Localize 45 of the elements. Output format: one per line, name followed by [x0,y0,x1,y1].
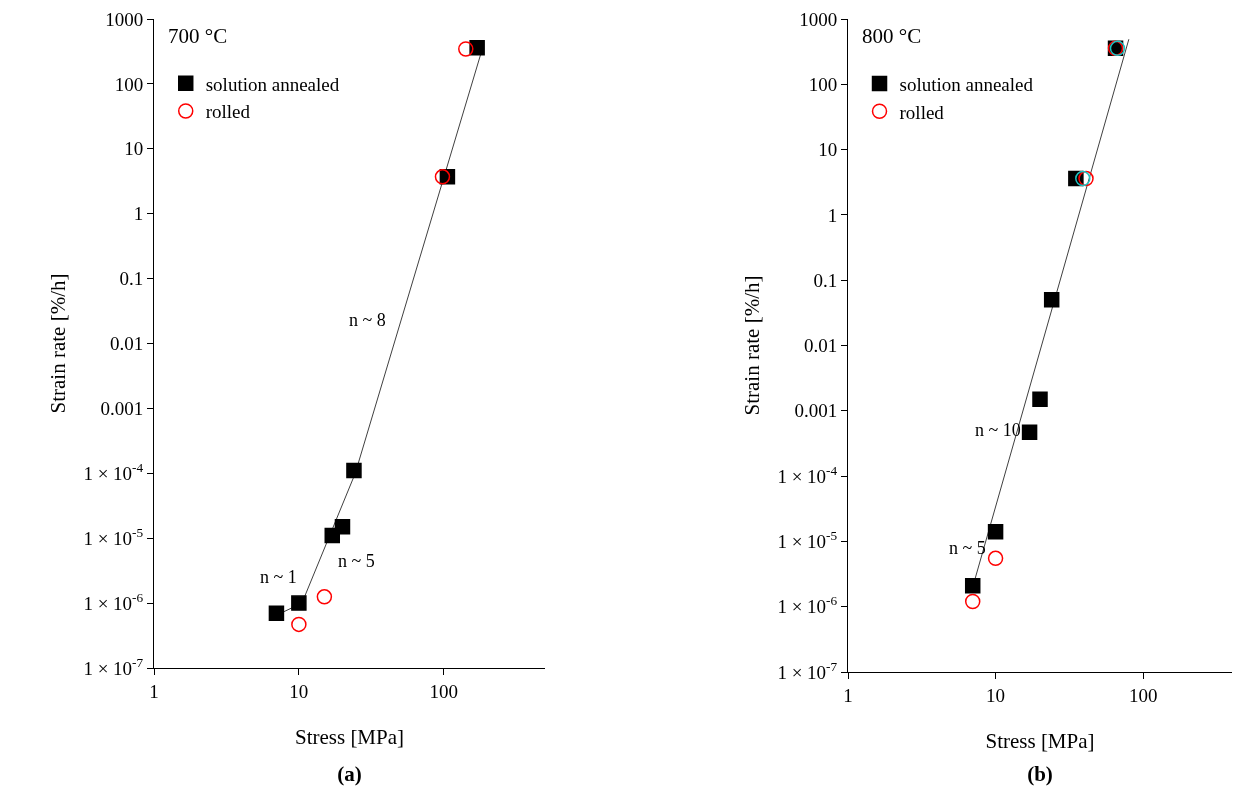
y-tick-label: 1000 [105,8,144,30]
legend-label: rolled [899,101,945,123]
y-tick-label: 1 × 10$^{-5}$ [83,524,144,549]
y-tick-label: 1 × 10$^{-4}$ [83,459,144,484]
chart-subtitle: 700 °C [168,24,228,48]
x-tick-label: 100 [1128,684,1158,706]
y-tick-label: 1 [827,204,838,226]
y-tick-label: 0.1 [813,269,838,291]
legend-label: solution annealed [205,73,340,95]
x-axis-title: Stress [MPa] [985,729,1095,753]
y-tick-label: 1 × 10$^{-5}$ [777,528,838,553]
x-tick-label: 10 [986,684,1006,706]
x-tick-label: 1 [843,684,853,706]
y-tick-label: 0.001 [100,398,144,420]
y-tick-label: 1 × 10$^{-4}$ [777,462,838,487]
annotation: n ~ 5 [338,551,375,571]
y-tick-label: 1 [133,203,144,225]
text: (a) [337,761,362,786]
y-tick-label: 1 × 10$^{-7}$ [777,658,838,683]
chart-subtitle: 800 °C [862,24,922,48]
y-tick-label: 1000 [799,8,838,30]
annotation: n ~ 10 [975,420,1021,440]
y-tick-label: 1 × 10$^{-6}$ [777,593,838,618]
legend-label: rolled [205,101,251,123]
y-tick-label: 0.001 [794,400,838,422]
x-tick-label: 1 [149,680,159,702]
y-tick-label: 1 × 10$^{-7}$ [83,654,144,679]
x-tick-label: 10 [289,680,309,702]
y-tick-label: 0.1 [119,268,144,290]
y-tick-label: 10 [124,138,144,160]
x-axis-title: Stress [MPa] [294,725,405,749]
y-tick-label: 100 [808,73,838,95]
y-axis-title: Strain rate [%/h] [45,273,70,414]
annotation: n ~ 8 [349,310,386,330]
y-tick-label: 10 [818,139,838,161]
y-tick-label: 1 × 10$^{-6}$ [83,589,144,614]
annotation: n ~ 5 [949,538,986,558]
x-tick-label: 100 [429,680,458,702]
y-axis-title: Strain rate [%/h] [739,275,764,416]
y-tick-label: 100 [114,73,144,95]
y-tick-label: 0.01 [803,335,838,357]
annotation: n ~ 1 [260,567,297,587]
y-tick-label: 0.01 [109,333,144,355]
legend-label: solution annealed [899,73,1034,95]
text: (b) [1027,761,1053,786]
